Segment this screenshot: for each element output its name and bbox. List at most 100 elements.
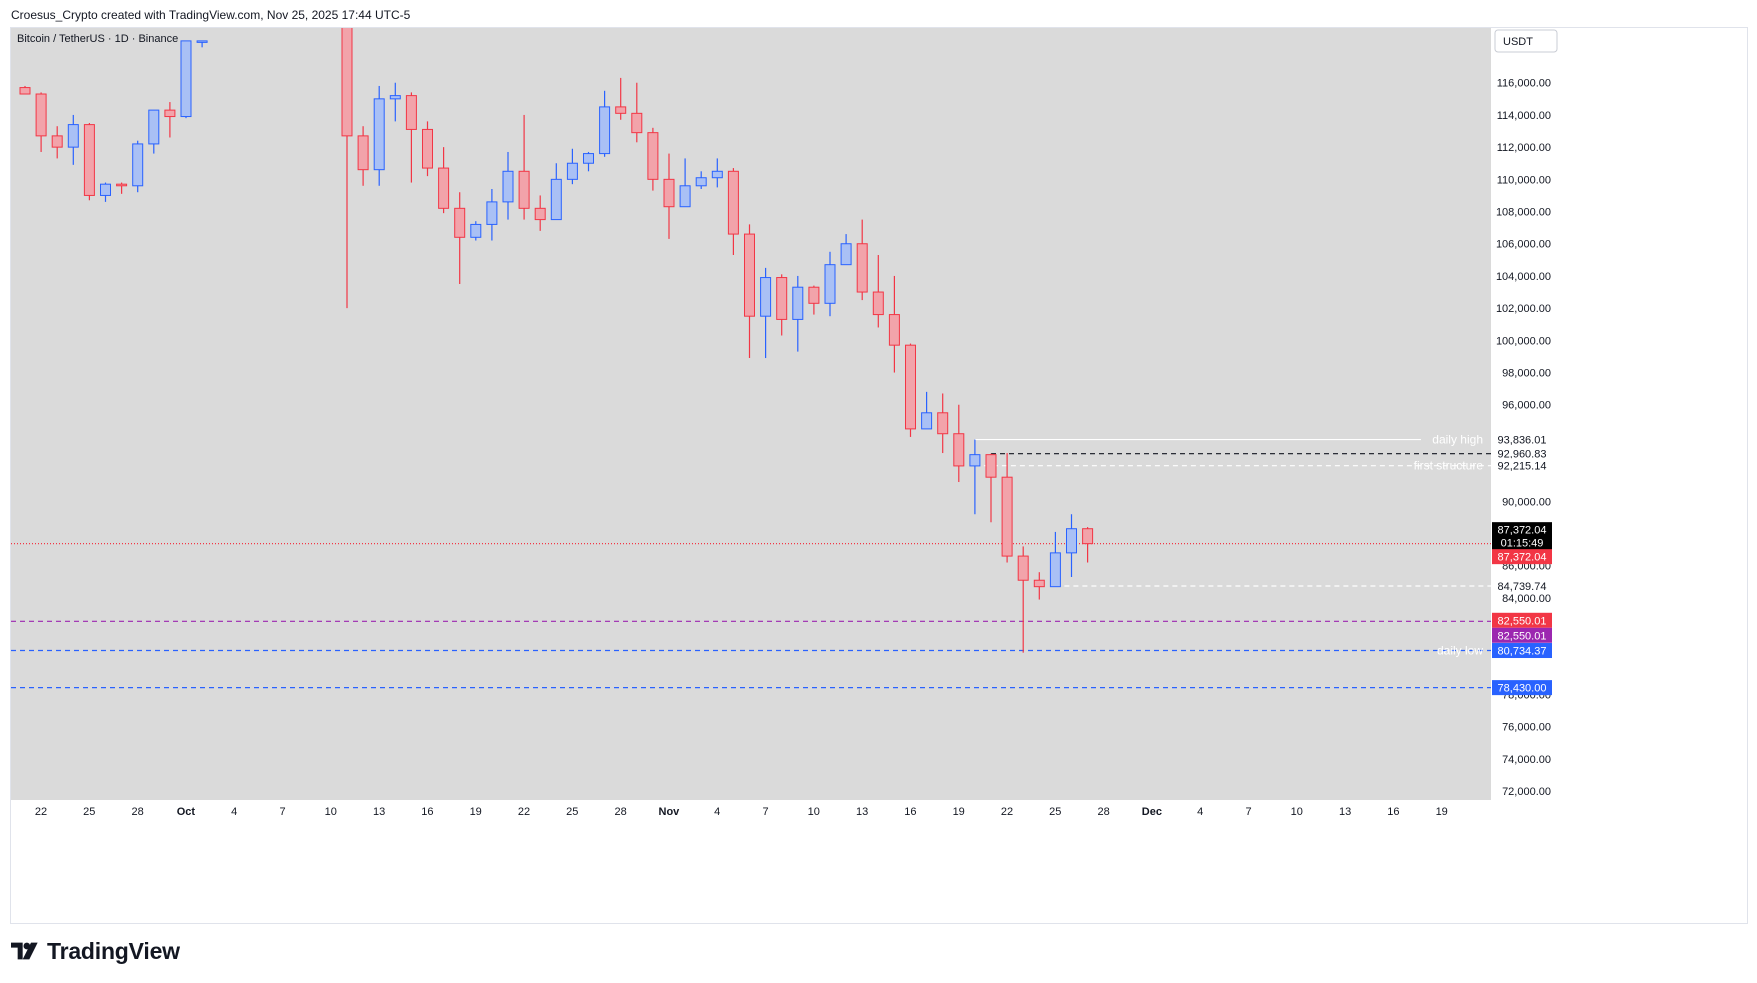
candle-body-51[interactable] <box>969 454 981 467</box>
price-badge-text-2: 92,215.14 <box>1498 461 1547 473</box>
time-label-5: 7 <box>279 806 285 818</box>
time-label-16: 10 <box>808 806 820 818</box>
candle-body-16[interactable] <box>405 95 417 130</box>
candle-body-45[interactable] <box>872 291 884 316</box>
candle-body-22[interactable] <box>502 170 514 203</box>
currency-button[interactable] <box>1494 29 1558 53</box>
currency-button-label: USDT <box>1503 36 1533 48</box>
candle-body-11[interactable] <box>196 40 208 43</box>
candle-body-40[interactable] <box>792 286 804 320</box>
candle-body-6[interactable] <box>116 183 128 187</box>
candle-body-32[interactable] <box>663 178 675 208</box>
time-label-8: 16 <box>421 806 433 818</box>
candle-body-20[interactable] <box>470 223 482 238</box>
candle-body-15[interactable] <box>389 95 401 100</box>
price-badge-10 <box>1492 680 1552 696</box>
price-axis-background <box>1491 28 1747 923</box>
price-tick-4: 108,000.00 <box>1496 207 1551 219</box>
line-label-5: daily low <box>1437 644 1483 658</box>
candlestick-chart[interactable]: daily high first structure daily low 116,0… <box>11 28 1748 924</box>
time-label-18: 16 <box>904 806 916 818</box>
price-axis-ticks: 116,000.00 114,000.00 112,000.00 110,000.00… <box>1496 78 1551 798</box>
price-badge-text-9: 80,734.37 <box>1498 646 1547 658</box>
price-badge-1 <box>1492 446 1552 462</box>
candle-body-35[interactable] <box>711 170 723 179</box>
candle-body-9[interactable] <box>164 109 176 118</box>
time-label-20: 22 <box>1001 806 1013 818</box>
candle-body-34[interactable] <box>695 177 707 187</box>
candle-body-57[interactable] <box>1066 528 1077 554</box>
price-badge-3 <box>1492 522 1552 538</box>
candle-body-8[interactable] <box>148 109 160 145</box>
tradingview-brand[interactable]: TradingView <box>11 936 180 966</box>
price-badge-7 <box>1492 612 1552 628</box>
candle-body-47[interactable] <box>905 344 916 430</box>
price-tick-11: 90,000.00 <box>1502 496 1551 508</box>
price-tick-18: 72,000.00 <box>1502 786 1551 798</box>
candle-body-18[interactable] <box>438 167 450 209</box>
candle-body-43[interactable] <box>840 243 852 266</box>
candle-body-21[interactable] <box>486 201 498 225</box>
candle-body-52[interactable] <box>985 454 997 478</box>
price-badge-text-0: 93,836.01 <box>1498 435 1547 447</box>
candle-body-25[interactable] <box>550 178 562 221</box>
candle-body-2[interactable] <box>51 135 63 148</box>
price-badge-4 <box>1492 535 1552 551</box>
candle-body-14[interactable] <box>373 98 385 171</box>
price-badge-text-6: 84,739.74 <box>1498 581 1547 593</box>
candle-body-37[interactable] <box>744 233 755 317</box>
price-badge-text-1: 92,960.83 <box>1498 449 1547 461</box>
candle-body-28[interactable] <box>599 106 611 155</box>
candle-body-0[interactable] <box>19 87 31 95</box>
candle-body-26[interactable] <box>566 162 578 180</box>
candle-body-56[interactable] <box>1049 552 1061 588</box>
time-label-24: 4 <box>1197 806 1203 818</box>
price-badge-8 <box>1492 627 1552 643</box>
candle-body-58[interactable] <box>1082 528 1094 545</box>
candle-body-30[interactable] <box>631 112 643 134</box>
candle-body-12[interactable] <box>341 28 353 137</box>
candle-body-33[interactable] <box>679 185 691 208</box>
candle-body-31[interactable] <box>647 132 659 180</box>
candle-body-4[interactable] <box>83 124 95 196</box>
candle-body-41[interactable] <box>808 286 820 304</box>
candle-body-23[interactable] <box>518 170 530 209</box>
candle-body-53[interactable] <box>1001 476 1013 557</box>
candle-body-50[interactable] <box>953 433 965 467</box>
candle-body-3[interactable] <box>67 124 79 148</box>
chart-frame[interactable]: daily high first structure daily low 116,0… <box>10 27 1748 924</box>
price-badge-2 <box>1492 458 1552 474</box>
price-badge-text-10: 78,430.00 <box>1498 683 1547 695</box>
plot-background <box>11 28 1491 800</box>
price-tick-6: 104,000.00 <box>1496 271 1551 283</box>
candle-body-46[interactable] <box>888 314 900 346</box>
candle-body-55[interactable] <box>1033 579 1045 588</box>
candle-body-48[interactable] <box>921 412 933 430</box>
price-badges: 93,836.0192,960.8392,215.1487,372.0401:1… <box>1492 432 1552 696</box>
candle-body-27[interactable] <box>583 153 594 164</box>
time-label-19: 19 <box>953 806 965 818</box>
time-label-3: Oct <box>177 806 196 818</box>
candle-body-10[interactable] <box>180 40 192 118</box>
candle-body-54[interactable] <box>1017 555 1029 581</box>
candle-body-1[interactable] <box>35 93 47 137</box>
candle-body-19[interactable] <box>454 207 466 238</box>
candle-body-5[interactable] <box>100 183 111 196</box>
candle-body-29[interactable] <box>615 106 627 114</box>
time-label-1: 25 <box>83 806 95 818</box>
candle-body-17[interactable] <box>422 128 433 169</box>
price-badge-text-8: 82,550.01 <box>1498 630 1547 642</box>
time-label-4: 4 <box>231 806 237 818</box>
time-label-26: 10 <box>1291 806 1303 818</box>
candle-body-36[interactable] <box>727 170 739 235</box>
candle-body-24[interactable] <box>534 207 546 221</box>
line-label-2: first structure <box>1414 459 1484 473</box>
candle-body-49[interactable] <box>937 412 949 435</box>
candle-body-7[interactable] <box>132 143 144 187</box>
candle-body-13[interactable] <box>357 135 369 171</box>
candle-body-38[interactable] <box>760 277 772 317</box>
horizontal-lines: daily high first structure daily low <box>11 433 1491 689</box>
candle-body-44[interactable] <box>856 243 868 293</box>
candle-body-42[interactable] <box>824 264 836 304</box>
candle-body-39[interactable] <box>776 277 788 320</box>
